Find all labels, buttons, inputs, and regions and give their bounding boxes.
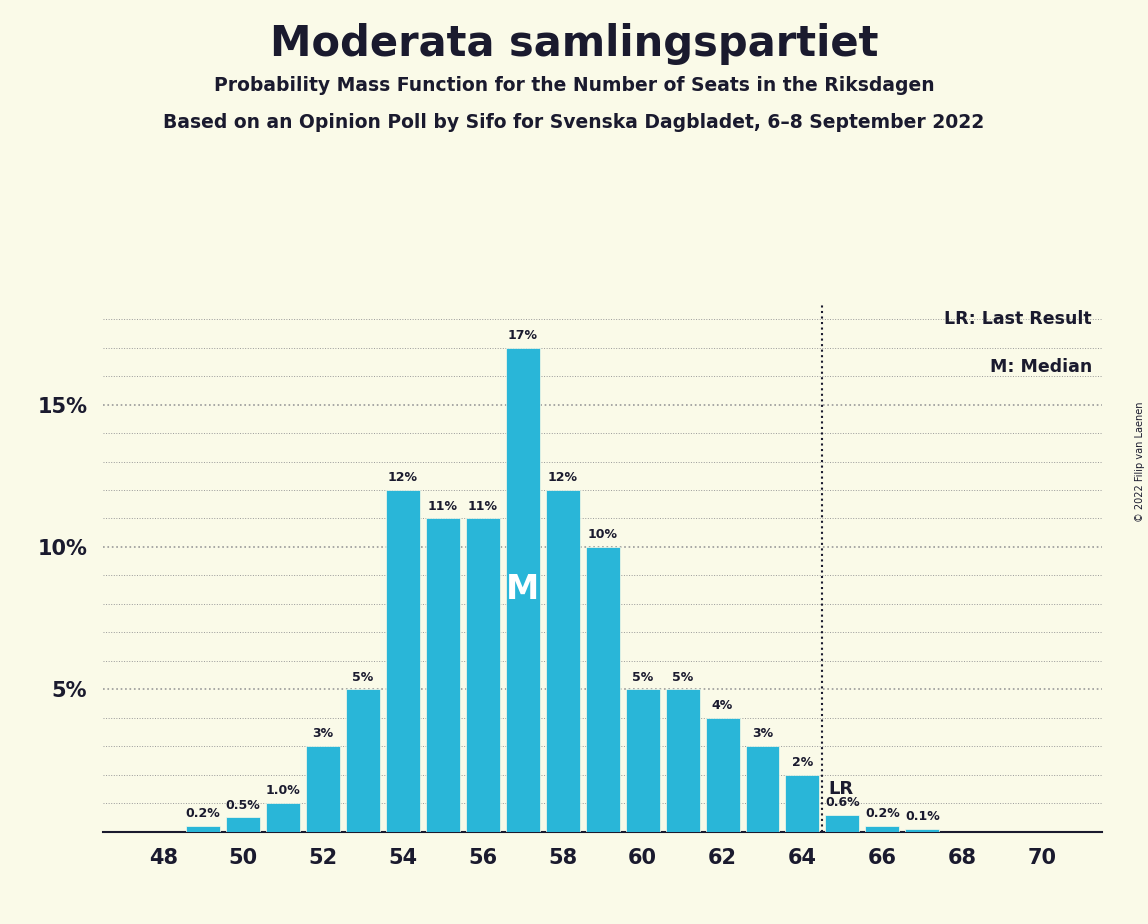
Bar <box>626 689 660 832</box>
Text: 12%: 12% <box>388 471 418 484</box>
Text: 0.6%: 0.6% <box>825 796 860 808</box>
Bar <box>266 803 300 832</box>
Text: 0.2%: 0.2% <box>186 808 220 821</box>
Text: M: M <box>506 573 540 606</box>
Text: 11%: 11% <box>468 500 498 513</box>
Bar <box>866 826 899 832</box>
Text: 3%: 3% <box>312 727 334 740</box>
Text: 0.1%: 0.1% <box>905 810 940 823</box>
Text: LR: Last Result: LR: Last Result <box>945 310 1092 328</box>
Bar <box>386 490 420 832</box>
Text: 1.0%: 1.0% <box>265 784 301 797</box>
Text: 11%: 11% <box>428 500 458 513</box>
Bar <box>585 547 620 832</box>
Text: © 2022 Filip van Laenen: © 2022 Filip van Laenen <box>1135 402 1145 522</box>
Text: Moderata samlingspartiet: Moderata samlingspartiet <box>270 23 878 65</box>
Text: 3%: 3% <box>752 727 773 740</box>
Bar <box>307 747 340 832</box>
Text: 17%: 17% <box>507 329 537 342</box>
Text: 12%: 12% <box>548 471 577 484</box>
Text: 0.2%: 0.2% <box>864 808 900 821</box>
Bar <box>706 718 739 832</box>
Bar <box>186 826 220 832</box>
Bar <box>426 518 460 832</box>
Text: Based on an Opinion Poll by Sifo for Svenska Dagbladet, 6–8 September 2022: Based on an Opinion Poll by Sifo for Sve… <box>163 113 985 132</box>
Bar <box>666 689 699 832</box>
Bar <box>785 774 820 832</box>
Bar <box>906 829 939 832</box>
Bar <box>745 747 779 832</box>
Text: 4%: 4% <box>712 699 734 712</box>
Bar <box>226 818 261 832</box>
Text: 0.5%: 0.5% <box>226 798 261 811</box>
Text: 5%: 5% <box>633 671 653 684</box>
Text: 5%: 5% <box>352 671 373 684</box>
Text: LR: LR <box>829 780 854 798</box>
Bar <box>545 490 580 832</box>
Text: 5%: 5% <box>672 671 693 684</box>
Bar <box>466 518 499 832</box>
Text: Probability Mass Function for the Number of Seats in the Riksdagen: Probability Mass Function for the Number… <box>214 76 934 95</box>
Bar <box>506 347 540 832</box>
Bar <box>825 815 860 832</box>
Text: 10%: 10% <box>588 529 618 541</box>
Text: 2%: 2% <box>792 756 813 769</box>
Bar <box>346 689 380 832</box>
Text: M: Median: M: Median <box>990 358 1092 375</box>
